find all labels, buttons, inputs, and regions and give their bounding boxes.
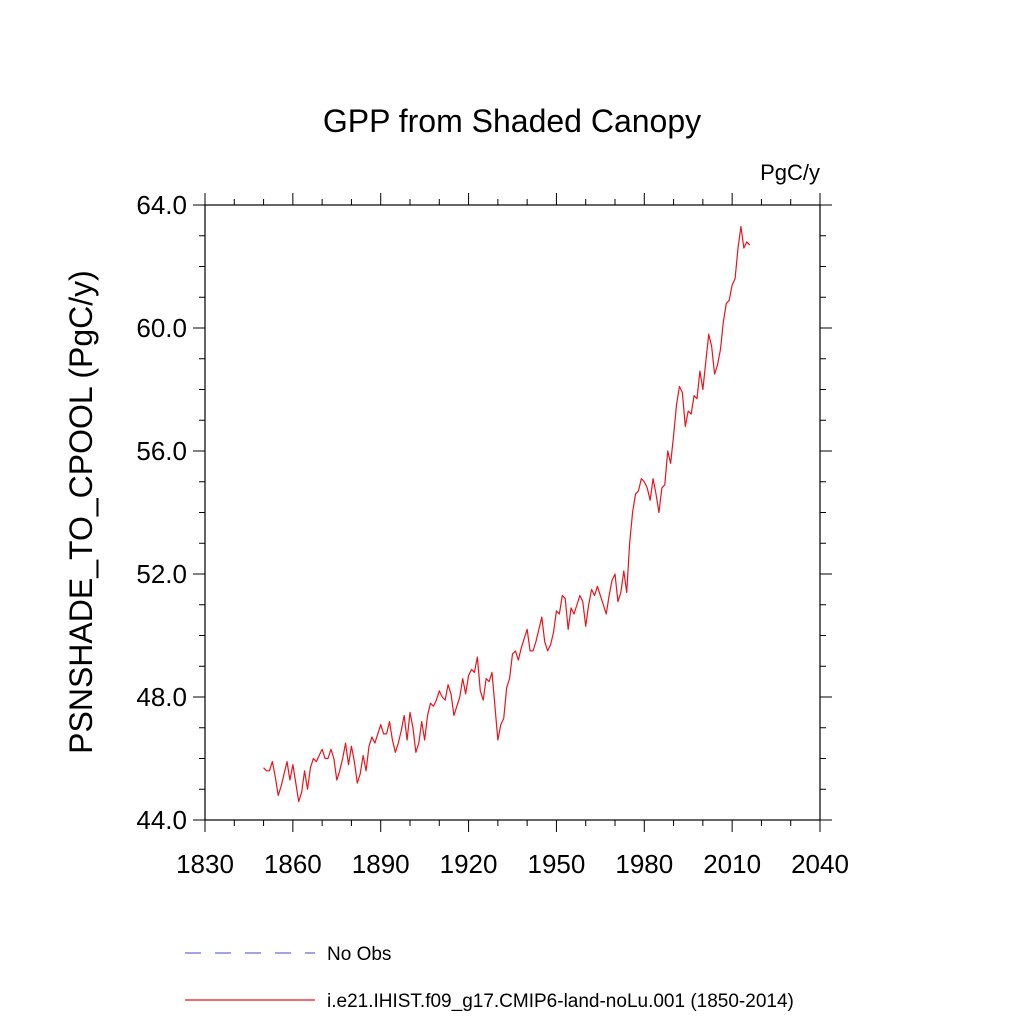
x-tick-label: 1920	[440, 849, 498, 879]
y-tick-label: 56.0	[136, 436, 187, 466]
y-tick-label: 44.0	[136, 805, 187, 835]
x-tick-label: 2010	[703, 849, 761, 879]
data-series	[263, 225, 751, 803]
chart-title: GPP from Shaded Canopy	[323, 103, 701, 139]
x-tick-label: 1830	[176, 849, 234, 879]
y-tick-label: 60.0	[136, 313, 187, 343]
axis-ticks: 1830 1860 1890 1920 1950 1980 2010 2040 44.0 48.0…	[136, 190, 849, 879]
legend-label-model-run: i.e21.IHIST.f09_g17.CMIP6-land-noLu.001 …	[327, 991, 794, 1012]
x-tick-label: 1980	[615, 849, 673, 879]
plot-axes	[204, 204, 821, 821]
y-axis-label: PSNSHADE_TO_CPOOL (PgC/y)	[63, 270, 99, 754]
y-tick-label: 64.0	[136, 190, 187, 220]
series-line	[263, 225, 751, 803]
x-tick-label: 2040	[791, 849, 849, 879]
legend: No Obs i.e21.IHIST.f09_g17.CMIP6-land-no…	[185, 944, 794, 1012]
y-tick-label: 52.0	[136, 559, 187, 589]
legend-label-no-obs: No Obs	[327, 944, 391, 965]
x-tick-label: 1860	[264, 849, 322, 879]
x-tick-label: 1950	[528, 849, 586, 879]
plot-frame	[204, 204, 821, 821]
units-label: PgC/y	[760, 160, 820, 185]
x-tick-label: 1890	[352, 849, 410, 879]
y-tick-label: 48.0	[136, 682, 187, 712]
